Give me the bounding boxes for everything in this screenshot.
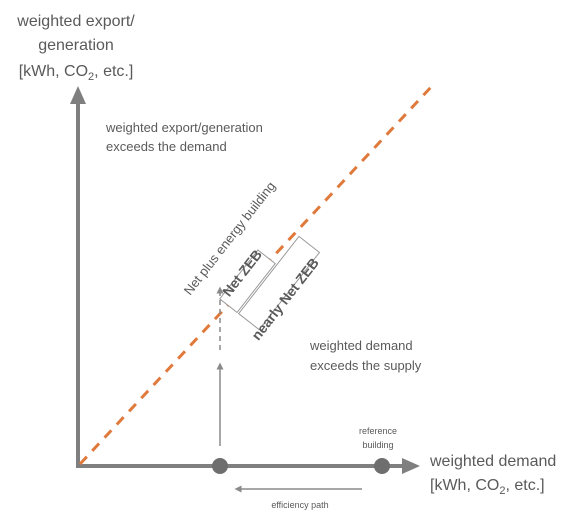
reference-building-label-line2: building <box>362 440 393 450</box>
nearly-net-zeb-box <box>237 235 321 331</box>
lower-region-text-line2: exceeds the supply <box>310 358 422 373</box>
upper-region-text-line2: exceeds the demand <box>106 139 227 154</box>
efficiency-path-label: efficiency path <box>271 500 328 510</box>
net-zeb-box <box>219 249 276 314</box>
lower-region-text-line1: weighted demand <box>309 338 413 353</box>
y-axis-label-line2: generation <box>38 37 114 54</box>
x-axis-arrowhead <box>402 458 420 474</box>
y-axis-label-line3: [kWh, CO2, etc.] <box>19 63 134 83</box>
reference-building-label-line1: reference <box>359 426 397 436</box>
x-axis-label-line1: weighted demand <box>429 453 556 470</box>
x-axis-label-line2: [kWh, CO2, etc.] <box>430 477 545 497</box>
y-axis-label-line1: weighted export/ <box>16 13 135 30</box>
design-point-dot <box>212 458 228 474</box>
upper-region-text-line1: weighted export/generation <box>105 120 263 135</box>
zeb-boxes <box>219 235 321 331</box>
y-axis-arrowhead <box>70 86 86 104</box>
reference-building-dot <box>374 458 390 474</box>
